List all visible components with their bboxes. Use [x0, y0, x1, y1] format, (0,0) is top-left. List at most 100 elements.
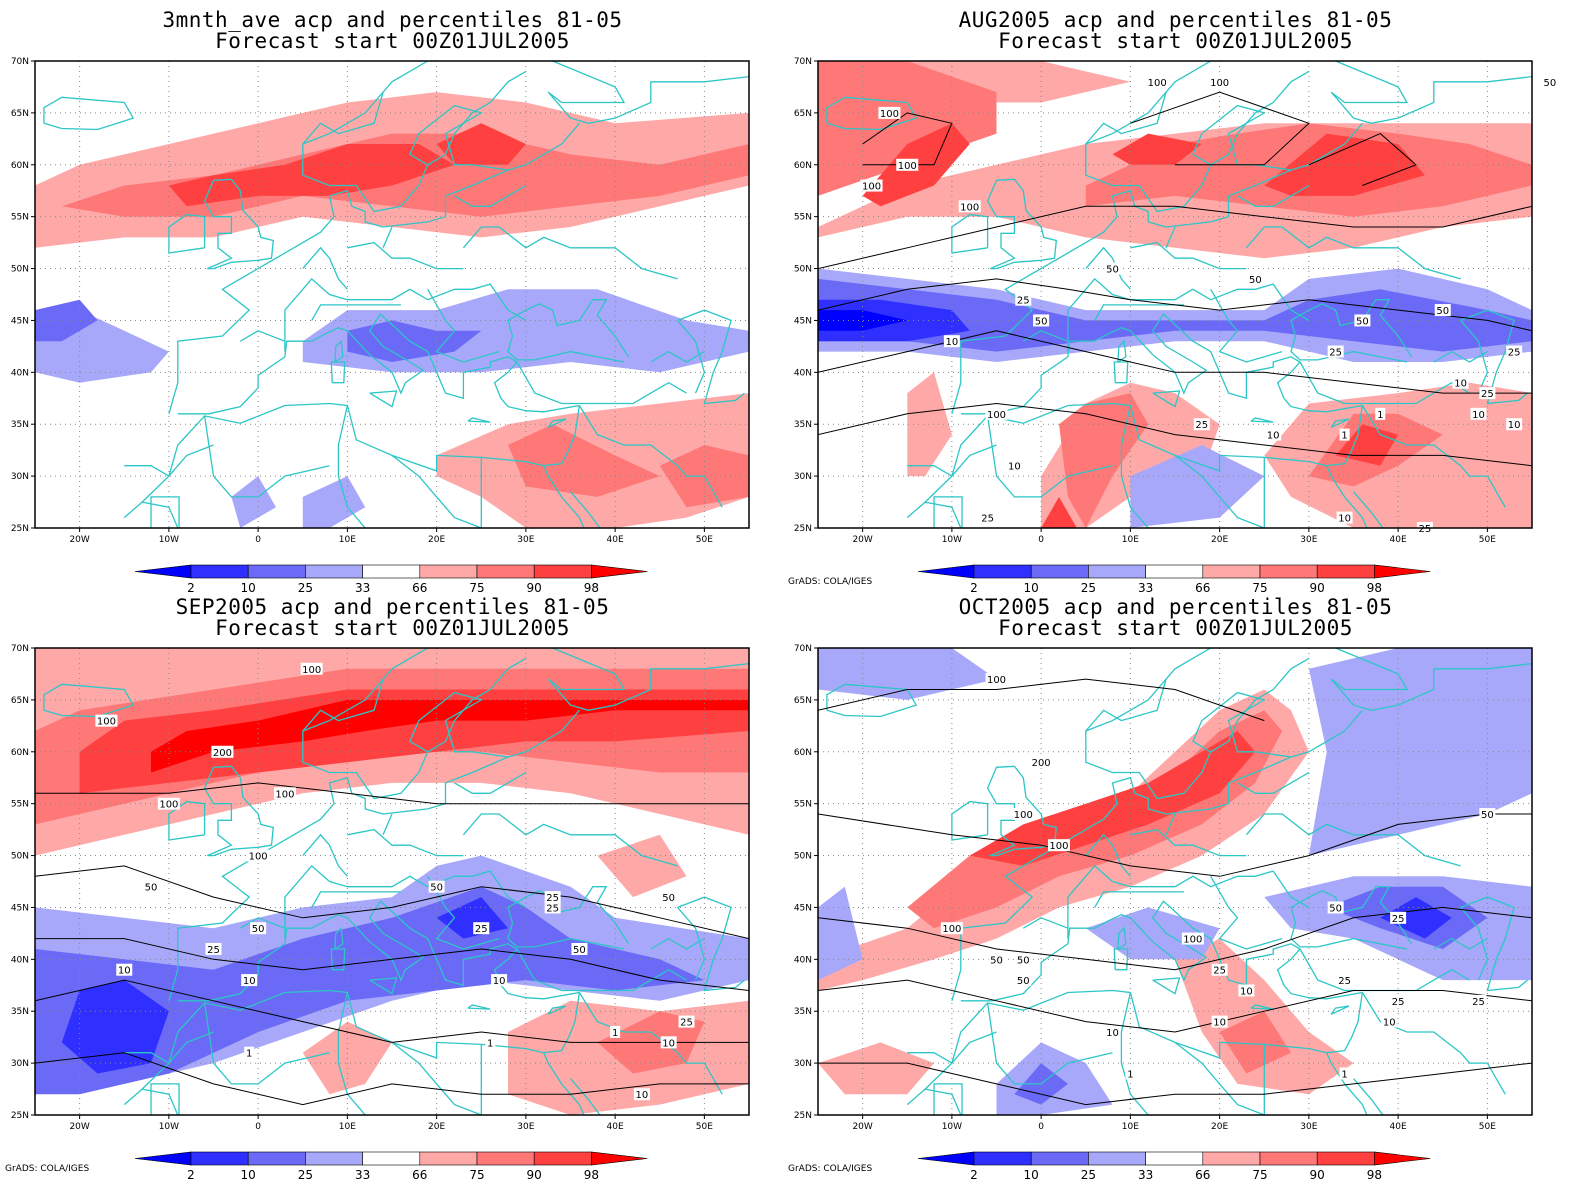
colorbar-segment — [305, 1151, 363, 1166]
colorbar-label: 90 — [1310, 1168, 1325, 1182]
panel-sep2005: SEP2005 acp and percentiles 81-05 Foreca… — [0, 587, 798, 1185]
contour-label-bg — [143, 880, 160, 893]
contour-label-bg — [1125, 1067, 1136, 1080]
coastline — [1433, 350, 1488, 363]
contour-label: 100 — [987, 675, 1006, 686]
colorbar-segment — [419, 1151, 478, 1166]
coastline — [369, 977, 398, 995]
coastline — [203, 178, 275, 270]
coastline — [1165, 813, 1176, 836]
coastline — [347, 241, 464, 270]
colorbar-label: 10 — [241, 1168, 256, 1182]
coastline — [1094, 304, 1184, 321]
coastline — [1085, 246, 1131, 290]
coastline — [1460, 309, 1528, 405]
contour-label: 25 — [1472, 997, 1485, 1008]
colorbar-segment — [1259, 564, 1318, 579]
contour-label-bg — [544, 901, 561, 914]
coastline — [1120, 405, 1149, 528]
contour-label-bg — [1479, 808, 1496, 821]
coastline — [1022, 330, 1069, 342]
contour-label-bg — [678, 1015, 695, 1028]
coastline — [1299, 361, 1470, 405]
contour-label: 50 — [1436, 306, 1449, 317]
coastline — [302, 91, 384, 145]
contour-label: 10 — [1383, 1018, 1396, 1029]
shading-region — [1085, 907, 1220, 960]
contour-label-bg — [633, 1088, 650, 1101]
contour-label: 50 — [252, 924, 265, 935]
coastline — [1113, 948, 1129, 971]
contour-label: 25 — [1329, 348, 1342, 359]
coastline — [123, 989, 581, 1106]
lon-label: 30E — [1300, 535, 1317, 545]
contour-label: 10 — [1213, 1018, 1226, 1029]
coastline — [547, 418, 567, 428]
contour-label-bg — [1336, 511, 1353, 524]
coastline — [382, 226, 393, 249]
colorbar-arrow-low — [917, 564, 975, 579]
coastline — [1353, 1078, 1384, 1115]
shading-region — [347, 320, 482, 362]
coastline — [1130, 828, 1247, 857]
contour-label: 25 — [475, 924, 488, 935]
colorbar-label: 25 — [1081, 1168, 1096, 1182]
contour-label-bg — [485, 1036, 496, 1049]
contour-label: 50 — [1329, 903, 1342, 914]
coastline — [1250, 417, 1274, 423]
contour-label-bg — [1390, 911, 1407, 924]
coastline — [677, 309, 745, 405]
contour-label-bg — [660, 1036, 677, 1049]
panel-title-line2: Forecast start 00Z01JUL2005 — [998, 29, 1353, 53]
coastline — [337, 405, 366, 528]
colorbar-label: 10 — [1024, 1168, 1039, 1182]
panel-title-line2: Forecast start 00Z01JUL2005 — [998, 616, 1353, 640]
colorbar-arrow-high — [591, 564, 648, 579]
contour-label: 100 — [1014, 810, 1033, 821]
contour-label-bg — [116, 963, 133, 976]
colorbar-segment — [973, 1151, 1032, 1166]
contour-label-bg — [1336, 974, 1353, 987]
contour-label: 100 — [275, 789, 294, 800]
colorbar-label: 75 — [1252, 581, 1267, 595]
coastline — [1290, 299, 1413, 363]
coastline — [1174, 454, 1265, 528]
contour-label-bg — [241, 974, 258, 987]
shading-region — [1219, 1011, 1291, 1074]
lat-label: 70N — [11, 57, 29, 67]
coastline — [168, 648, 511, 1001]
lat-label: 70N — [794, 644, 812, 654]
coastline — [391, 454, 482, 528]
shading-region — [151, 699, 749, 773]
shading-region — [231, 476, 276, 528]
coastline — [334, 339, 344, 363]
shading-region — [302, 1021, 392, 1095]
contour-label: 10 — [1240, 986, 1253, 997]
coastline — [462, 226, 678, 280]
contour-label-bg — [428, 880, 445, 893]
lon-label: 10E — [1122, 1122, 1139, 1132]
colorbar-label: 98 — [1367, 1168, 1382, 1182]
coastline — [1361, 405, 1506, 508]
lon-label: 20E — [1211, 1122, 1228, 1132]
contour-label: 50 — [1106, 265, 1119, 276]
contour-label-bg — [300, 662, 323, 675]
colorbar-segment — [1030, 1151, 1089, 1166]
lat-label: 60N — [11, 161, 29, 171]
coastline — [391, 1041, 482, 1115]
coastline — [203, 765, 275, 857]
shading-region — [508, 424, 660, 497]
coastline — [1113, 361, 1129, 384]
contour-label: 100 — [1183, 935, 1202, 946]
contour-label-bg — [1006, 459, 1023, 472]
contour-label-bg — [273, 787, 296, 800]
contour-line — [818, 205, 1532, 270]
border-line — [150, 496, 180, 528]
panel-oct2005: OCT2005 acp and percentiles 81-05 Foreca… — [783, 587, 1581, 1185]
credit-text: GrADS: COLA/IGES — [5, 1164, 90, 1174]
contour-label: 10 — [1338, 514, 1351, 525]
coastline — [330, 361, 346, 384]
coastline — [1210, 70, 1310, 166]
shading-region — [35, 886, 705, 1095]
